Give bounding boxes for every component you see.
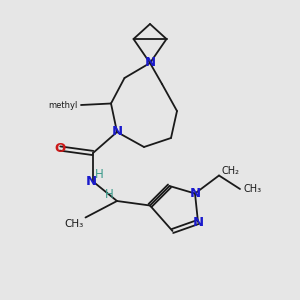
Text: N: N bbox=[86, 175, 97, 188]
Text: CH₃: CH₃ bbox=[243, 184, 261, 194]
Text: O: O bbox=[54, 142, 66, 155]
Text: CH₂: CH₂ bbox=[222, 166, 240, 176]
Text: N: N bbox=[111, 125, 123, 139]
Text: CH₃: CH₃ bbox=[65, 219, 84, 229]
Text: N: N bbox=[144, 56, 156, 70]
Text: H: H bbox=[105, 188, 114, 201]
Text: H: H bbox=[95, 168, 104, 182]
Text: N: N bbox=[192, 215, 204, 229]
Text: N: N bbox=[189, 187, 201, 200]
Text: methyl: methyl bbox=[49, 100, 78, 109]
